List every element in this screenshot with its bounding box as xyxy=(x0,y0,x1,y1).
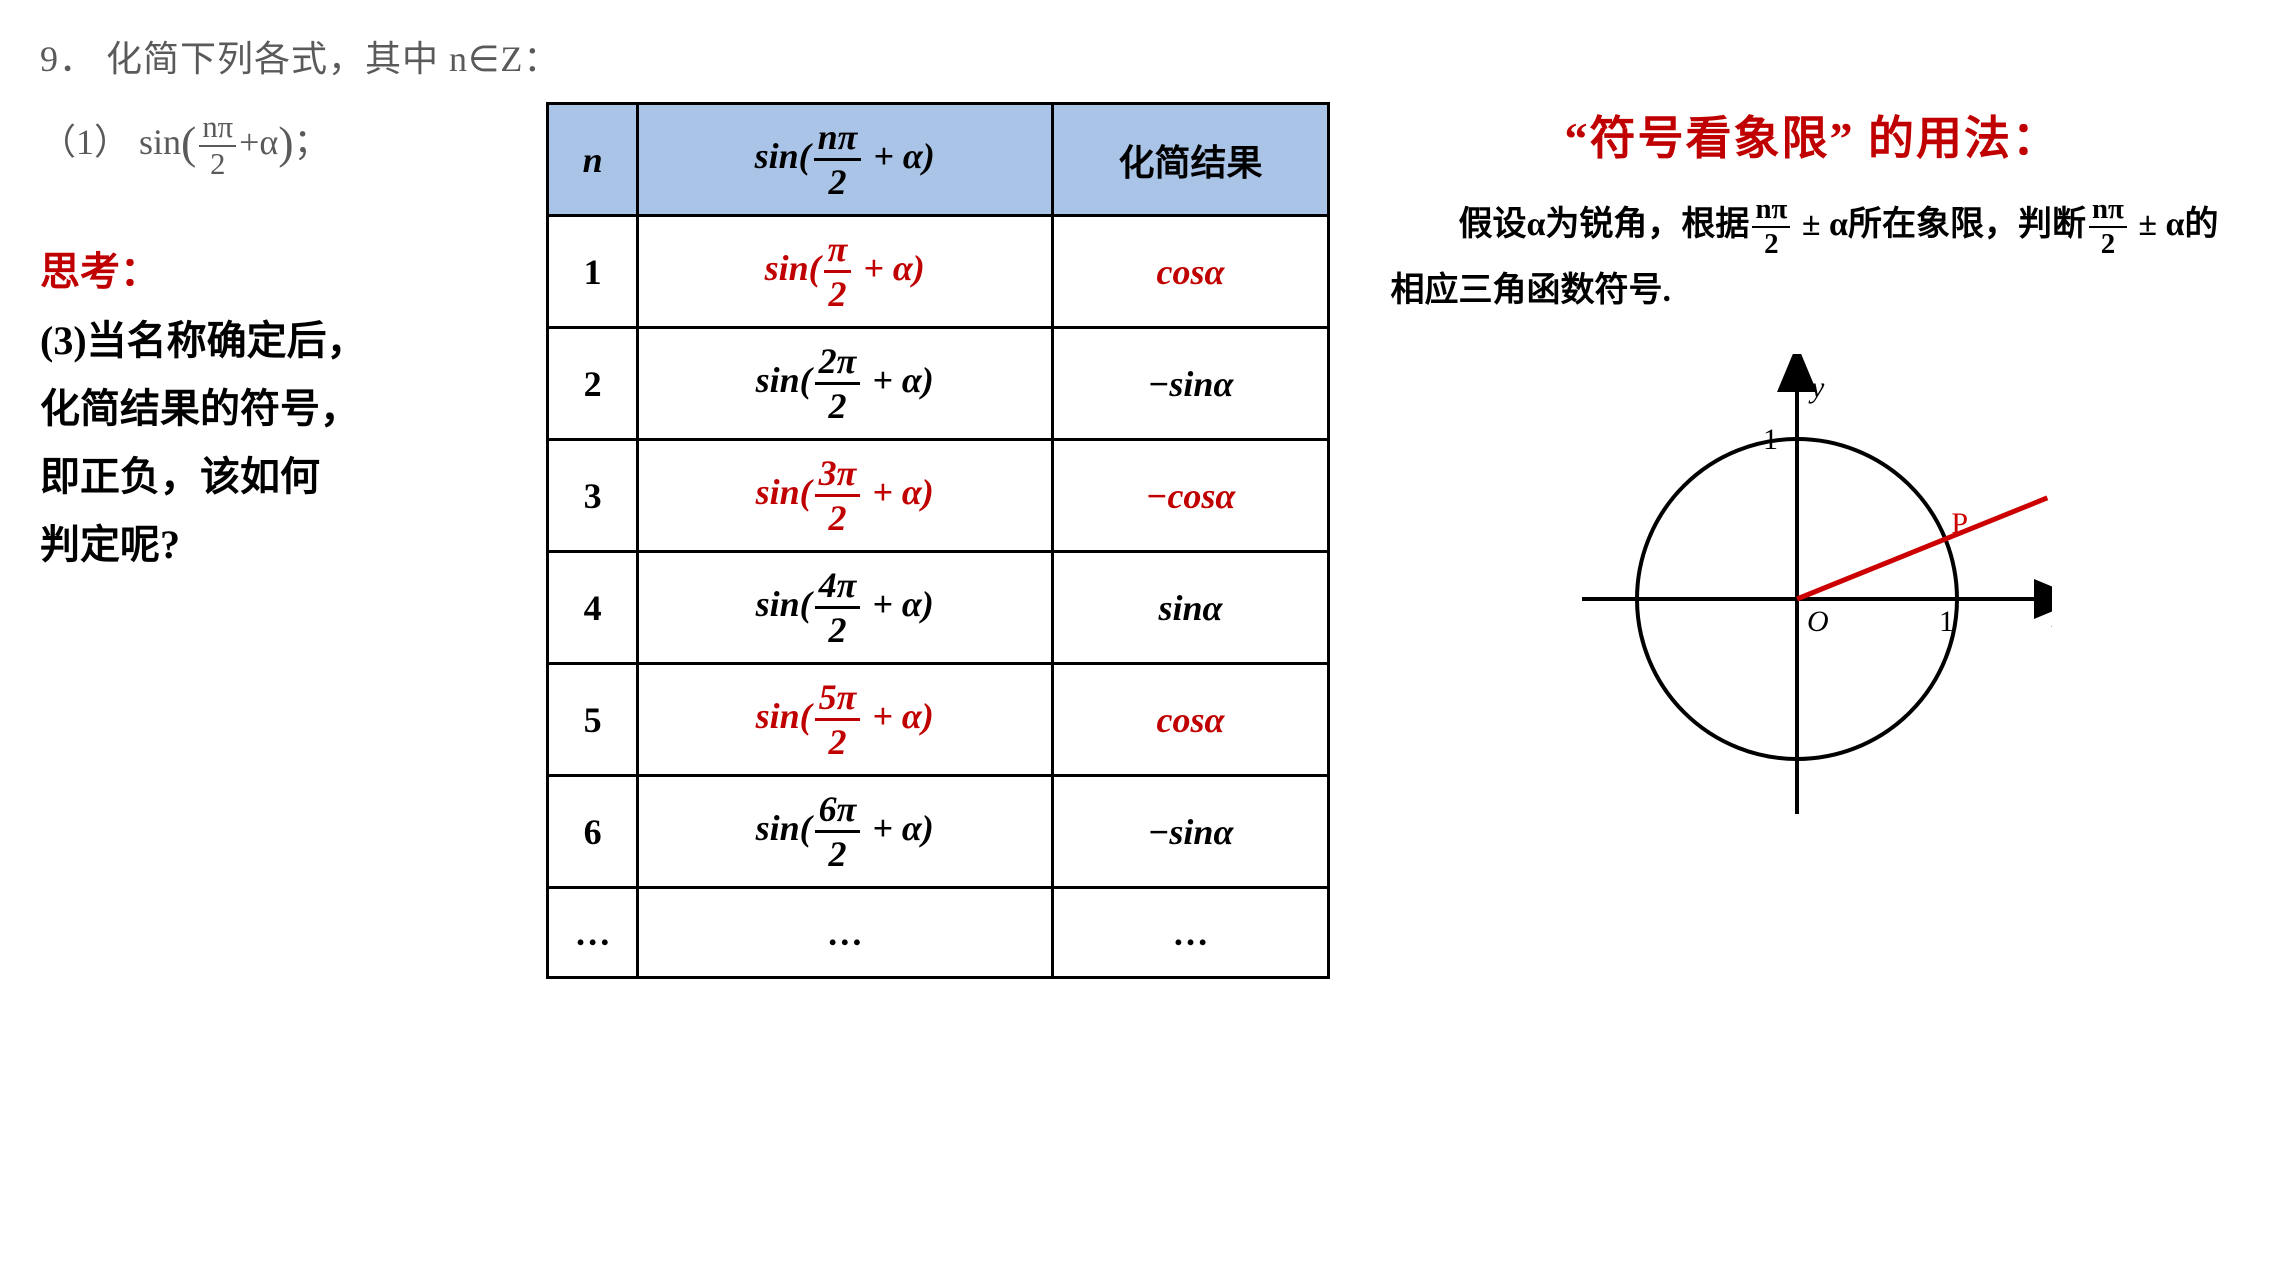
think-line-1: 化简结果的符号， xyxy=(40,386,360,431)
cell-n: 1 xyxy=(548,216,637,328)
th-expr: sin(nπ2 + α) xyxy=(637,104,1052,216)
think-line-0: (3)当名称确定后， xyxy=(40,318,367,363)
table-header-row: n sin(nπ2 + α) 化简结果 xyxy=(548,104,1329,216)
subq-sin: sin xyxy=(139,122,181,162)
subq-suffix: +α xyxy=(239,122,278,162)
question-number: 9． xyxy=(40,39,96,79)
rule-body-2: ± α所在象限，判断 xyxy=(1793,206,2086,243)
rule-frac-1: nπ2 xyxy=(1752,195,1790,259)
cell-result: sinα xyxy=(1052,552,1329,664)
svg-text:P: P xyxy=(1952,507,1969,540)
rule-title: “符号看象限” 的用法： xyxy=(1390,102,2234,168)
subq-label: （1） xyxy=(40,122,130,162)
cell-expr: sin(2π2 + α) xyxy=(637,328,1052,440)
cell-result: cosα xyxy=(1052,216,1329,328)
left-column: （1） sin(nπ2+α)； 思考： (3)当名称确定后， 化简结果的符号， … xyxy=(40,102,506,579)
cell-expr: sin(5π2 + α) xyxy=(637,664,1052,776)
sub-question: （1） sin(nπ2+α)； xyxy=(40,112,506,179)
cell-n: 4 xyxy=(548,552,637,664)
svg-text:1: 1 xyxy=(1939,605,1954,638)
cell-result: −sinα xyxy=(1052,328,1329,440)
table-row: 3sin(3π2 + α)−cosα xyxy=(548,440,1329,552)
subq-trailing: ； xyxy=(294,122,330,162)
question-line: 9． 化简下列各式，其中 n∈Z： xyxy=(40,30,2234,82)
cell-expr: … xyxy=(637,888,1052,978)
table-row: 1sin(π2 + α)cosα xyxy=(548,216,1329,328)
th-n: n xyxy=(548,104,637,216)
subq-frac: nπ2 xyxy=(199,112,236,179)
svg-text:x: x xyxy=(2051,601,2052,634)
right-column: “符号看象限” 的用法： 假设α为锐角，根据nπ2 ± α所在象限，判断nπ2 … xyxy=(1370,102,2234,814)
cell-result: −cosα xyxy=(1052,440,1329,552)
diagram-container: xy11OP xyxy=(1390,354,2234,814)
think-body: (3)当名称确定后， 化简结果的符号， 即正负，该如何 判定呢? xyxy=(40,307,506,579)
cell-expr: sin(4π2 + α) xyxy=(637,552,1052,664)
think-title: 思考： xyxy=(40,239,506,297)
trig-table: n sin(nπ2 + α) 化简结果 1sin(π2 + α)cosα2sin… xyxy=(546,102,1330,979)
cell-result: −sinα xyxy=(1052,776,1329,888)
th-result: 化简结果 xyxy=(1052,104,1329,216)
rule-frac-2: nπ2 xyxy=(2089,195,2127,259)
middle-column: n sin(nπ2 + α) 化简结果 1sin(π2 + α)cosα2sin… xyxy=(546,102,1330,979)
think-line-2: 即正负，该如何 xyxy=(40,454,320,499)
main-layout: （1） sin(nπ2+α)； 思考： (3)当名称确定后， 化简结果的符号， … xyxy=(40,102,2234,979)
rule-body-1: 假设α为锐角，根据 xyxy=(1458,206,1749,243)
cell-n: 6 xyxy=(548,776,637,888)
table-row: 5sin(5π2 + α)cosα xyxy=(548,664,1329,776)
cell-n: 3 xyxy=(548,440,637,552)
svg-text:1: 1 xyxy=(1763,423,1778,456)
cell-result: … xyxy=(1052,888,1329,978)
svg-text:O: O xyxy=(1807,605,1829,638)
svg-text:y: y xyxy=(1808,371,1825,404)
table-row: 6sin(6π2 + α)−sinα xyxy=(548,776,1329,888)
unit-circle-diagram: xy11OP xyxy=(1572,354,2052,814)
th-frac: nπ2 xyxy=(814,119,862,200)
cell-expr: sin(3π2 + α) xyxy=(637,440,1052,552)
cell-expr: sin(π2 + α) xyxy=(637,216,1052,328)
table-row: ……… xyxy=(548,888,1329,978)
table-row: 2sin(2π2 + α)−sinα xyxy=(548,328,1329,440)
cell-expr: sin(6π2 + α) xyxy=(637,776,1052,888)
cell-n: 5 xyxy=(548,664,637,776)
question-text: 化简下列各式，其中 n∈Z： xyxy=(106,39,560,79)
cell-n: … xyxy=(548,888,637,978)
rule-body: 假设α为锐角，根据nπ2 ± α所在象限，判断nπ2 ± α的相应三角函数符号. xyxy=(1390,193,2234,324)
think-line-3: 判定呢? xyxy=(40,522,180,567)
table-row: 4sin(4π2 + α)sinα xyxy=(548,552,1329,664)
cell-n: 2 xyxy=(548,328,637,440)
table-body: 1sin(π2 + α)cosα2sin(2π2 + α)−sinα3sin(3… xyxy=(548,216,1329,978)
cell-result: cosα xyxy=(1052,664,1329,776)
